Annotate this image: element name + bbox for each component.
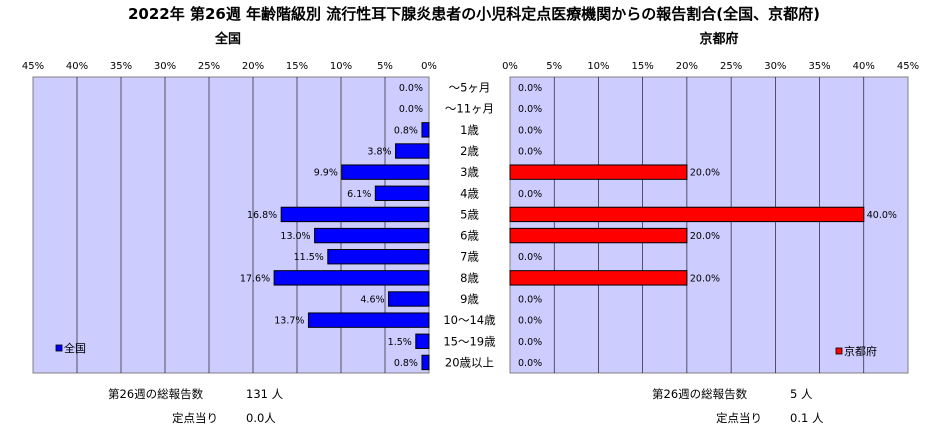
left-data-label: 17.6% [240,273,270,284]
left-data-label: 0.8% [394,125,418,136]
category-label: 6歳 [460,229,479,243]
right-x-tick-label: 40% [853,61,875,72]
right-legend-label: 京都府 [844,344,877,358]
left-x-tick-label: 20% [242,61,264,72]
category-label: 8歳 [460,271,479,285]
left-data-label: 0.0% [399,83,423,94]
right-data-label: 0.0% [518,83,542,94]
left-data-label: 9.9% [314,168,338,179]
right-x-tick-label: 5% [546,61,562,72]
footer-right-total-value: 5 人 [790,387,813,401]
footer-left-total-value: 131 人 [246,387,284,401]
left-x-tick-label: 0% [421,61,437,72]
right-data-label: 0.0% [518,189,542,200]
left-bar [421,354,430,371]
category-label: 2歳 [460,144,479,158]
footer-right-per-value: 0.1 人 [790,411,824,425]
left-x-tick-label: 40% [66,61,88,72]
left-data-label: 11.5% [294,252,324,263]
right-x-tick-label: 30% [764,61,786,72]
left-bar [327,249,430,265]
right-data-label: 20.0% [690,273,720,284]
right-data-label: 0.0% [518,295,542,306]
left-x-tick-label: 25% [198,61,220,72]
category-label: 20歳以上 [445,355,494,369]
footer-right-total-label: 第26週の総報告数 [652,387,748,401]
right-x-tick-label: 0% [502,61,518,72]
left-data-label: 0.0% [399,104,423,115]
left-x-tick-label: 45% [22,61,44,72]
left-data-label: 1.5% [388,337,412,348]
category-label: ～11ヶ月 [445,102,494,116]
right-x-tick-label: 20% [676,61,698,72]
left-bar [341,164,430,180]
right-bar [509,164,688,180]
left-x-tick-label: 35% [110,61,132,72]
left-legend-swatch [55,344,63,352]
right-bar [509,206,865,223]
left-bar [280,206,430,223]
right-legend-swatch [835,347,843,355]
right-data-label: 0.0% [518,316,542,327]
right-x-tick-label: 35% [808,61,830,72]
right-bar [509,270,688,286]
right-data-label: 20.0% [690,231,720,242]
category-label: 10～14歳 [443,313,496,327]
right-bar [509,227,688,244]
category-label: 9歳 [460,292,479,306]
category-label: 15～19歳 [443,334,496,348]
footer-right: 第26週の総報告数 5 人 定点当り 0.1 人 [652,387,824,425]
left-data-label: 13.7% [274,316,304,327]
right-data-label: 40.0% [867,210,897,221]
left-data-label: 6.1% [347,189,371,200]
right-plot-area [509,76,909,374]
left-data-label: 16.8% [247,210,277,221]
left-bar [421,122,430,138]
left-data-label: 4.6% [360,295,384,306]
left-data-label: 0.8% [394,358,418,369]
right-panel-subtitle: 京都府 [699,31,738,47]
footer-left-per-label: 定点当り [172,411,218,425]
right-data-label: 0.0% [518,147,542,158]
left-x-tick-label: 15% [286,61,308,72]
left-data-label: 13.0% [280,231,310,242]
left-legend-label: 全国 [64,341,86,355]
left-plot-area [32,76,430,374]
footer-left-total-label: 第26週の総報告数 [108,387,204,401]
left-bar [273,270,430,286]
footer-left: 第26週の総報告数 131 人 定点当り 0.0人 [108,387,284,425]
right-data-label: 0.0% [518,104,542,115]
left-bar [388,291,430,307]
category-label: ～5ヶ月 [449,81,491,95]
left-panel-subtitle: 全国 [214,31,241,47]
category-label: 3歳 [460,165,479,179]
left-bar [395,143,430,159]
right-data-label: 0.0% [518,337,542,348]
right-data-label: 0.0% [518,125,542,136]
category-label: 5歳 [460,207,479,221]
left-bar [374,185,430,201]
right-data-label: 0.0% [518,252,542,263]
left-x-tick-label: 30% [154,61,176,72]
category-label: 4歳 [460,186,479,200]
category-label: 7歳 [460,250,479,264]
left-bar [307,312,430,328]
right-data-label: 0.0% [518,358,542,369]
right-x-tick-label: 15% [632,61,654,72]
left-bar [314,227,430,244]
left-bar [415,333,430,349]
right-data-label: 20.0% [690,168,720,179]
footer-right-per-label: 定点当り [716,411,762,425]
left-x-tick-label: 5% [377,61,393,72]
category-label: 1歳 [460,123,479,137]
left-x-tick-label: 10% [330,61,352,72]
chart-title: 2022年 第26週 年齢階級別 流行性耳下腺炎患者の小児科定点医療機関からの報… [128,5,820,23]
right-x-tick-label: 45% [897,61,919,72]
left-data-label: 3.8% [367,147,391,158]
right-x-tick-label: 25% [720,61,742,72]
footer-left-per-value: 0.0人 [246,411,276,425]
right-x-tick-label: 10% [587,61,609,72]
